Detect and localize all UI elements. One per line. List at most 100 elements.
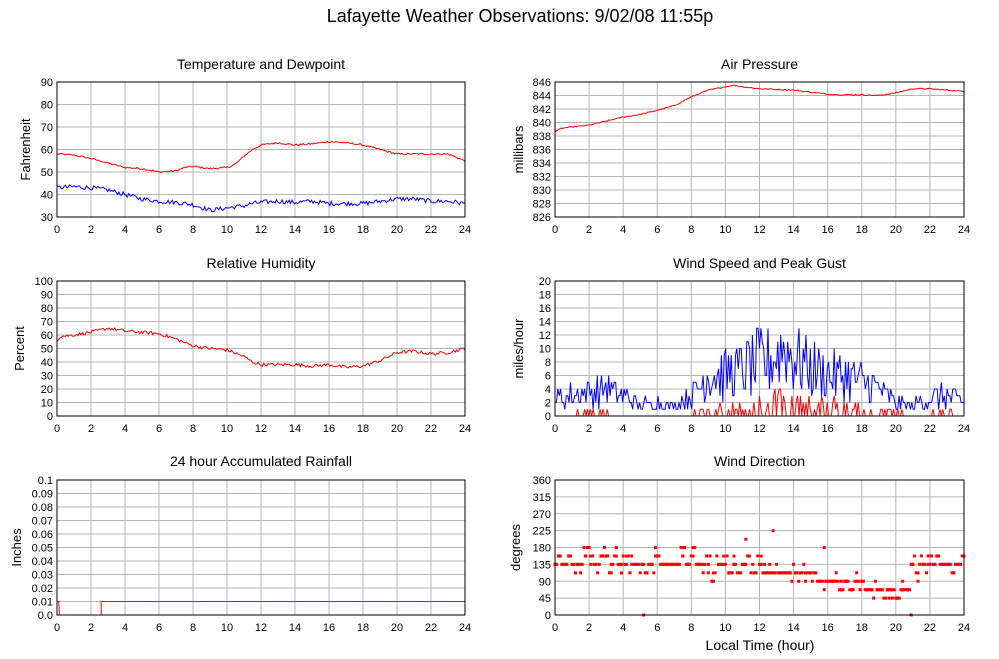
x-tick-label: 12 [753,423,765,435]
data-point [727,571,731,575]
data-point [884,596,888,600]
data-point [909,562,913,566]
x-tick-label: 24 [958,423,970,435]
data-point [701,562,705,566]
data-point [902,588,906,592]
x-tick-label: 6 [654,423,660,435]
x-tick-label: 16 [822,423,834,435]
data-point [768,571,772,575]
data-point [918,562,922,566]
data-point [805,571,809,575]
y-axis-label: Percent [12,326,27,371]
x-tick-label: 10 [719,622,731,634]
data-point [788,571,792,575]
plot-frame [554,479,965,616]
data-point [613,554,617,558]
data-point [729,571,733,575]
data-point [737,571,741,575]
y-tick-label: 16 [539,303,551,315]
x-tick-label: 18 [357,423,369,435]
chart-title: Wind Direction [714,453,805,469]
data-point [609,562,613,566]
y-tick-label: 846 [533,77,551,89]
y-tick-label: 0 [545,411,551,423]
data-point [590,554,594,558]
x-tick-label: 6 [156,224,162,236]
data-point [955,562,959,566]
data-point [933,562,937,566]
data-point [769,571,773,575]
x-tick-label: 8 [688,224,694,236]
x-tick-label: 22 [425,423,437,435]
x-tick-label: 12 [255,423,267,435]
data-point [764,571,768,575]
data-point [667,562,671,566]
data-point [585,546,589,549]
data-point [896,596,900,600]
data-point [643,571,647,575]
x-tick-label: 10 [221,423,233,435]
data-point [718,562,722,566]
data-point [914,571,918,575]
x-tick-label: 16 [323,622,335,634]
data-point [609,571,613,575]
data-point [800,571,804,575]
data-point [873,579,877,583]
data-point [730,571,734,575]
x-tick-label: 0 [552,224,558,236]
x-tick-label: 14 [787,224,799,236]
y-tick-label: 20 [539,276,551,288]
data-point [740,562,744,566]
data-point [935,554,939,558]
data-point [640,562,644,566]
y-tick-label: 828 [533,199,551,211]
data-point [931,562,935,566]
data-point [608,571,612,575]
data-point [923,562,927,566]
data-point [657,554,661,558]
data-point [809,571,813,575]
x-tick-label: 6 [156,622,162,634]
data-point [819,579,823,583]
data-point [768,562,772,566]
data-point [625,554,629,558]
y-tick-label: 838 [533,131,551,143]
data-point [572,562,576,566]
y-tick-label: 30 [41,212,53,224]
data-point [619,571,623,575]
x-tick-label: 12 [753,622,765,634]
x-tick-label: 18 [856,224,868,236]
data-point [889,588,893,592]
data-point [797,579,801,583]
data-point [579,571,583,575]
data-point [654,554,658,558]
y-tick-label: 0.1 [38,475,53,487]
data-point [681,546,685,549]
data-point [717,562,721,566]
data-point [604,554,608,558]
x-tick-label: 4 [620,622,626,634]
data-point [679,546,683,549]
data-point [957,562,961,566]
data-point [650,562,654,566]
data-point [686,562,690,566]
y-tick-label: 842 [533,104,551,116]
data-point [773,571,777,575]
data-point [925,571,929,575]
data-point [732,562,736,566]
data-point [894,596,898,600]
y-tick-label: 360 [533,475,551,487]
data-point [558,554,562,558]
data-point [677,562,681,566]
y-tick-label: 50 [41,344,53,356]
x-tick-label: 20 [391,423,403,435]
data-point [832,579,836,583]
data-point [776,571,780,575]
y-tick-label: 830 [533,185,551,197]
y-tick-label: 315 [533,492,551,504]
x-tick-label: 20 [890,224,902,236]
data-point [747,554,751,558]
data-point [626,554,630,558]
x-tick-label: 22 [924,423,936,435]
series-line [555,327,964,410]
